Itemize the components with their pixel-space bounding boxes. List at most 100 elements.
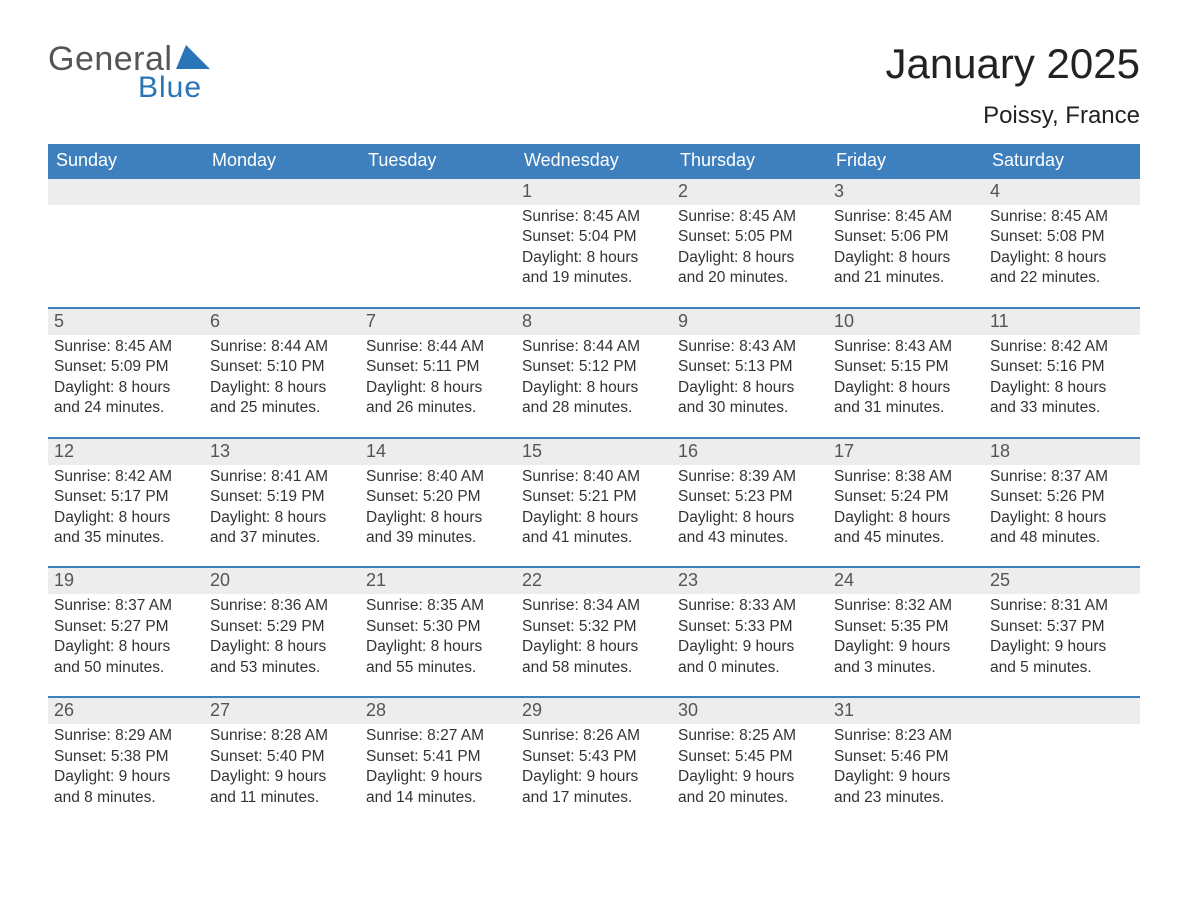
day-number: 17 [828,439,984,465]
detail-d1: Daylight: 8 hours [210,637,354,657]
day-header-thursday: Thursday [672,144,828,179]
detail-d2: and 55 minutes. [366,658,510,678]
day-details: Sunrise: 8:43 AMSunset: 5:15 PMDaylight:… [828,335,984,419]
detail-d1: Daylight: 8 hours [54,508,198,528]
day-number: 28 [360,698,516,724]
detail-sunset: Sunset: 5:06 PM [834,227,978,247]
calendar-cell: 27Sunrise: 8:28 AMSunset: 5:40 PMDayligh… [204,698,360,826]
detail-d2: and 0 minutes. [678,658,822,678]
detail-sunrise: Sunrise: 8:37 AM [990,467,1134,487]
detail-d2: and 58 minutes. [522,658,666,678]
title-block: January 2025 Poissy, France [885,40,1140,130]
day-details: Sunrise: 8:25 AMSunset: 5:45 PMDaylight:… [672,724,828,808]
detail-sunrise: Sunrise: 8:28 AM [210,726,354,746]
detail-d2: and 21 minutes. [834,268,978,288]
detail-d1: Daylight: 8 hours [210,508,354,528]
detail-sunset: Sunset: 5:19 PM [210,487,354,507]
detail-d2: and 41 minutes. [522,528,666,548]
detail-sunset: Sunset: 5:21 PM [522,487,666,507]
detail-d2: and 28 minutes. [522,398,666,418]
week-row: 5Sunrise: 8:45 AMSunset: 5:09 PMDaylight… [48,307,1140,437]
detail-sunrise: Sunrise: 8:44 AM [210,337,354,357]
calendar-cell: 24Sunrise: 8:32 AMSunset: 5:35 PMDayligh… [828,568,984,696]
detail-d1: Daylight: 9 hours [366,767,510,787]
day-details: Sunrise: 8:42 AMSunset: 5:17 PMDaylight:… [48,465,204,549]
day-details: Sunrise: 8:41 AMSunset: 5:19 PMDaylight:… [204,465,360,549]
day-number: 8 [516,309,672,335]
detail-d1: Daylight: 9 hours [834,767,978,787]
calendar-cell: 20Sunrise: 8:36 AMSunset: 5:29 PMDayligh… [204,568,360,696]
detail-sunrise: Sunrise: 8:45 AM [990,207,1134,227]
detail-sunrise: Sunrise: 8:35 AM [366,596,510,616]
detail-sunset: Sunset: 5:13 PM [678,357,822,377]
detail-sunset: Sunset: 5:33 PM [678,617,822,637]
detail-sunrise: Sunrise: 8:25 AM [678,726,822,746]
detail-sunset: Sunset: 5:26 PM [990,487,1134,507]
detail-d2: and 50 minutes. [54,658,198,678]
detail-d2: and 19 minutes. [522,268,666,288]
day-number: 2 [672,179,828,205]
detail-sunrise: Sunrise: 8:45 AM [678,207,822,227]
day-number: 13 [204,439,360,465]
calendar-cell: 23Sunrise: 8:33 AMSunset: 5:33 PMDayligh… [672,568,828,696]
day-number: 19 [48,568,204,594]
day-details: Sunrise: 8:34 AMSunset: 5:32 PMDaylight:… [516,594,672,678]
day-number: 10 [828,309,984,335]
detail-sunset: Sunset: 5:05 PM [678,227,822,247]
detail-d2: and 11 minutes. [210,788,354,808]
detail-d1: Daylight: 8 hours [366,508,510,528]
calendar-cell [984,698,1140,826]
detail-d1: Daylight: 9 hours [210,767,354,787]
detail-sunset: Sunset: 5:37 PM [990,617,1134,637]
calendar-cell [48,179,204,307]
detail-d1: Daylight: 8 hours [990,508,1134,528]
detail-sunrise: Sunrise: 8:40 AM [522,467,666,487]
calendar-cell: 15Sunrise: 8:40 AMSunset: 5:21 PMDayligh… [516,439,672,567]
day-number: 25 [984,568,1140,594]
calendar-cell: 19Sunrise: 8:37 AMSunset: 5:27 PMDayligh… [48,568,204,696]
calendar-cell [360,179,516,307]
week-row: 1Sunrise: 8:45 AMSunset: 5:04 PMDaylight… [48,179,1140,307]
day-number: 23 [672,568,828,594]
day-number: 6 [204,309,360,335]
calendar-cell: 31Sunrise: 8:23 AMSunset: 5:46 PMDayligh… [828,698,984,826]
detail-sunset: Sunset: 5:46 PM [834,747,978,767]
detail-d2: and 20 minutes. [678,268,822,288]
day-header-friday: Friday [828,144,984,179]
calendar-cell: 8Sunrise: 8:44 AMSunset: 5:12 PMDaylight… [516,309,672,437]
calendar: Sunday Monday Tuesday Wednesday Thursday… [48,144,1140,826]
title-month: January 2025 [885,40,1140,88]
day-details: Sunrise: 8:38 AMSunset: 5:24 PMDaylight:… [828,465,984,549]
day-details: Sunrise: 8:29 AMSunset: 5:38 PMDaylight:… [48,724,204,808]
day-details: Sunrise: 8:39 AMSunset: 5:23 PMDaylight:… [672,465,828,549]
detail-sunrise: Sunrise: 8:43 AM [834,337,978,357]
day-details: Sunrise: 8:36 AMSunset: 5:29 PMDaylight:… [204,594,360,678]
detail-sunrise: Sunrise: 8:45 AM [522,207,666,227]
detail-d1: Daylight: 8 hours [210,378,354,398]
detail-d1: Daylight: 8 hours [366,378,510,398]
detail-sunset: Sunset: 5:35 PM [834,617,978,637]
logo: General Blue [48,40,210,105]
detail-d1: Daylight: 8 hours [54,378,198,398]
detail-sunset: Sunset: 5:41 PM [366,747,510,767]
day-details: Sunrise: 8:23 AMSunset: 5:46 PMDaylight:… [828,724,984,808]
calendar-cell: 22Sunrise: 8:34 AMSunset: 5:32 PMDayligh… [516,568,672,696]
calendar-cell: 4Sunrise: 8:45 AMSunset: 5:08 PMDaylight… [984,179,1140,307]
detail-d2: and 53 minutes. [210,658,354,678]
detail-sunset: Sunset: 5:29 PM [210,617,354,637]
day-number: 12 [48,439,204,465]
detail-d1: Daylight: 8 hours [522,378,666,398]
detail-d1: Daylight: 8 hours [990,378,1134,398]
calendar-cell: 11Sunrise: 8:42 AMSunset: 5:16 PMDayligh… [984,309,1140,437]
detail-sunrise: Sunrise: 8:26 AM [522,726,666,746]
detail-d1: Daylight: 8 hours [834,378,978,398]
calendar-cell: 3Sunrise: 8:45 AMSunset: 5:06 PMDaylight… [828,179,984,307]
day-number: 31 [828,698,984,724]
detail-sunrise: Sunrise: 8:34 AM [522,596,666,616]
detail-d2: and 24 minutes. [54,398,198,418]
calendar-cell: 21Sunrise: 8:35 AMSunset: 5:30 PMDayligh… [360,568,516,696]
calendar-cell: 30Sunrise: 8:25 AMSunset: 5:45 PMDayligh… [672,698,828,826]
detail-sunrise: Sunrise: 8:23 AM [834,726,978,746]
day-details: Sunrise: 8:40 AMSunset: 5:21 PMDaylight:… [516,465,672,549]
day-number: 1 [516,179,672,205]
